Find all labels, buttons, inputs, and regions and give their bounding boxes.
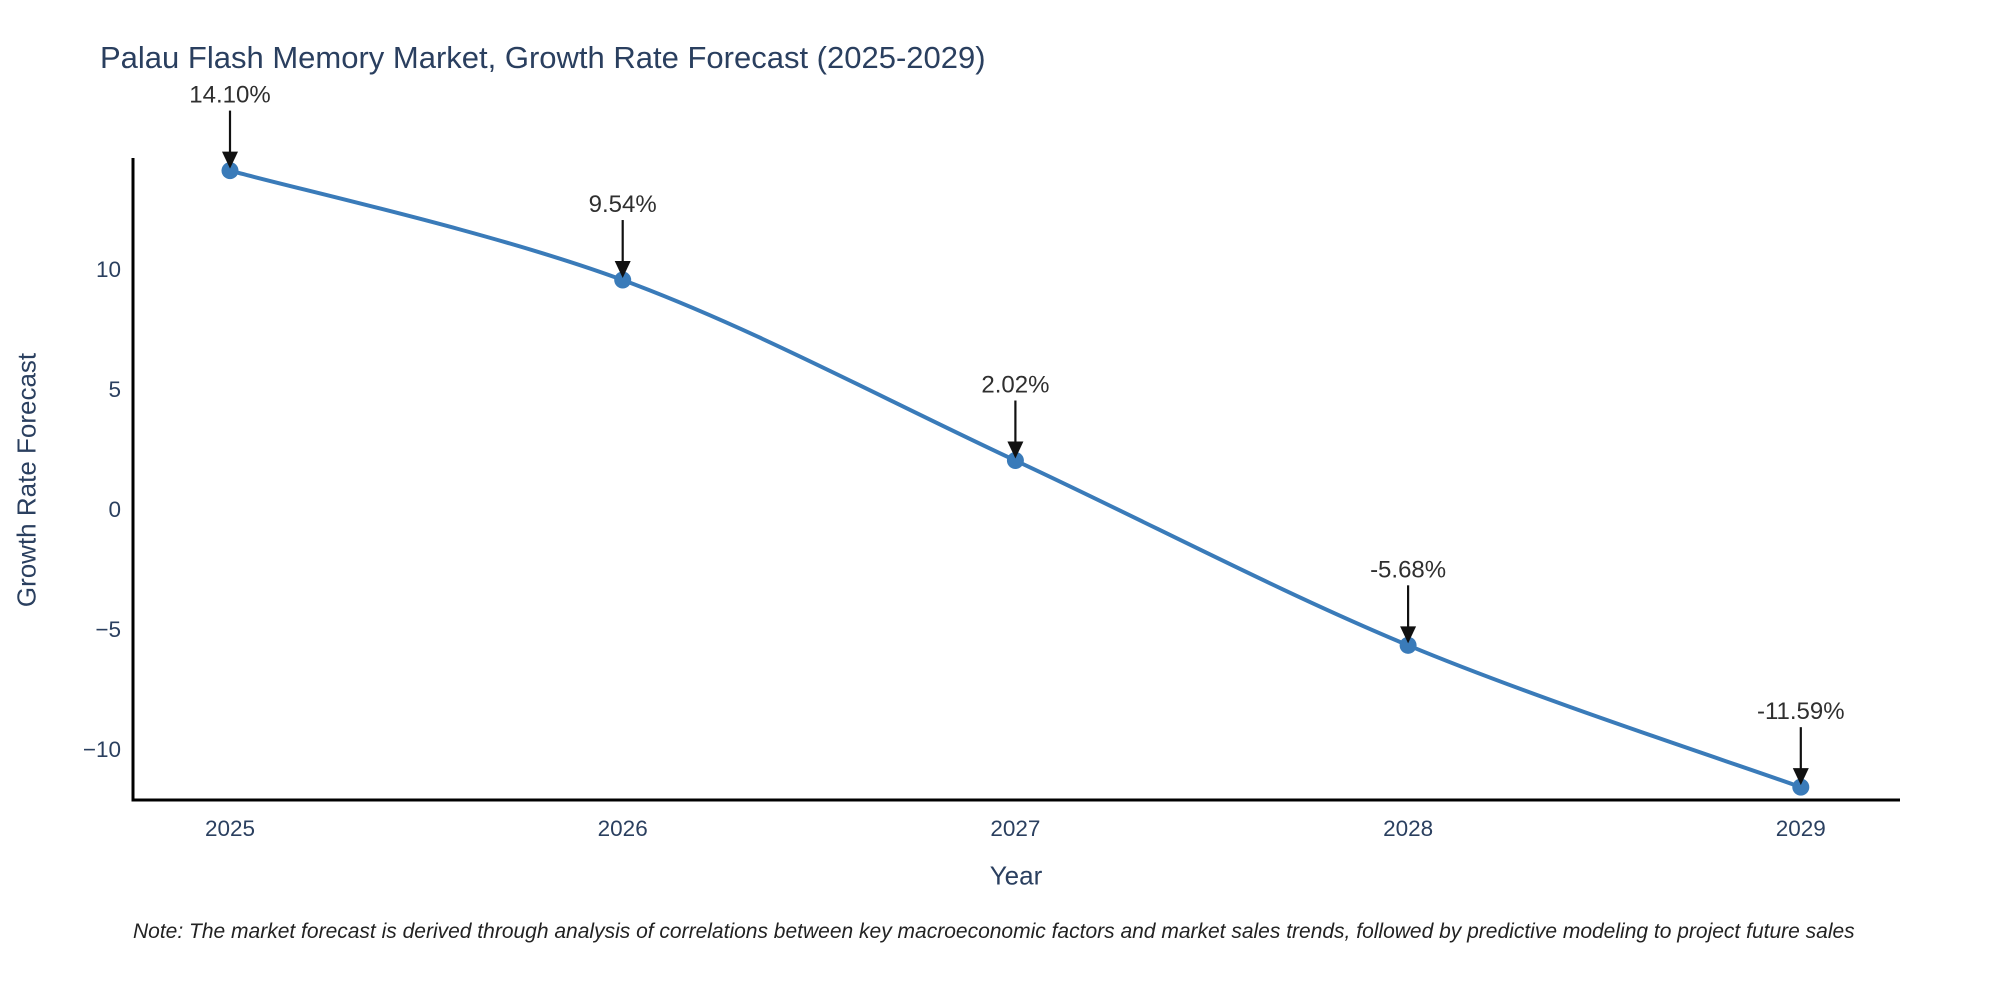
chart-title: Palau Flash Memory Market, Growth Rate F…: [100, 40, 986, 75]
forecast-line: [228, 168, 1803, 790]
x-axis-title: Year: [989, 860, 1043, 891]
data-point-marker: [1399, 636, 1417, 654]
y-tick-label: −10: [83, 737, 121, 762]
y-tick-label: 10: [96, 257, 121, 282]
data-point-marker: [1792, 778, 1810, 796]
annotation-arrowhead-icon: [1007, 441, 1024, 459]
data-point-marker: [1006, 452, 1024, 470]
annotation-arrowhead-icon: [1792, 768, 1809, 786]
data-point-marker: [221, 162, 239, 180]
x-tick-label: 2028: [1383, 816, 1433, 841]
data-point-label: 2.02%: [981, 372, 1049, 399]
data-point-label: -5.68%: [1370, 556, 1446, 583]
data-point-marker: [614, 271, 632, 289]
annotation-arrowhead-icon: [614, 261, 631, 279]
data-point-label: 14.10%: [189, 82, 270, 109]
y-tick-label: 5: [108, 377, 121, 402]
x-tick-label: 2026: [598, 816, 648, 841]
y-tick-label: 0: [108, 497, 121, 522]
y-tick-label: −5: [95, 617, 121, 642]
data-point-label: -11.59%: [1757, 698, 1845, 725]
data-point-label: 9.54%: [589, 191, 657, 218]
annotation-arrowhead-icon: [1400, 626, 1417, 644]
footnote: Note: The market forecast is derived thr…: [133, 920, 1855, 943]
x-tick-label: 2029: [1776, 816, 1826, 841]
x-tick-label: 2027: [990, 816, 1040, 841]
annotation-arrowhead-icon: [222, 151, 238, 169]
y-axis-title: Growth Rate Forecast: [11, 352, 42, 608]
x-tick-label: 2025: [205, 816, 255, 841]
